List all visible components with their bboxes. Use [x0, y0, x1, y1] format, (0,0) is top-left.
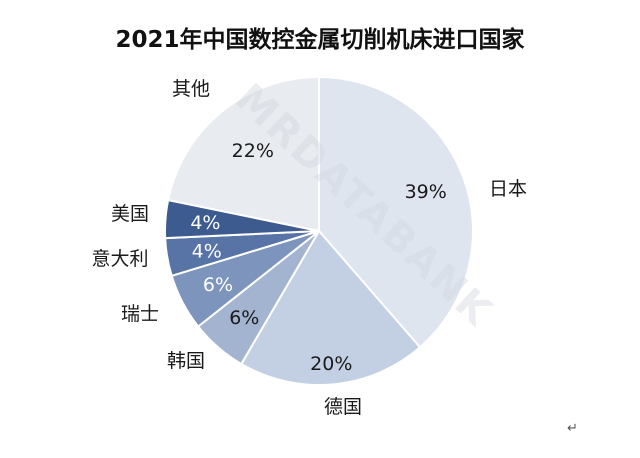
pie-slice-germany [239, 229, 422, 386]
category-label-usa: 美国 [111, 203, 149, 225]
category-label-korea: 韩国 [167, 350, 205, 372]
return-mark: ↵ [567, 421, 578, 436]
pct-label-usa: 4% [190, 212, 220, 234]
pct-label-korea: 6% [229, 307, 259, 329]
pie-slice-other [166, 75, 320, 233]
pct-label-japan: 39% [405, 181, 447, 203]
category-label-germany: 德国 [324, 396, 362, 418]
pct-label-switzerland: 6% [203, 274, 233, 296]
category-label-other: 其他 [172, 78, 210, 100]
pct-label-other: 22% [232, 140, 274, 162]
pct-label-germany: 20% [310, 353, 352, 375]
pie-slice-japan [318, 75, 474, 349]
pie-slices [164, 75, 474, 386]
category-label-italy: 意大利 [91, 248, 148, 270]
category-label-japan: 日本 [489, 178, 527, 200]
category-label-switzerland: 瑞士 [121, 303, 159, 325]
pct-label-italy: 4% [192, 240, 222, 262]
chart-title: 2021年中国数控金属切削机床进口国家 [115, 26, 524, 53]
pie-labels: 39% 日本 20% 德国 6% 韩国 6% 瑞士 4% 意大利 4% 美国 22% 其他 [91, 78, 527, 418]
